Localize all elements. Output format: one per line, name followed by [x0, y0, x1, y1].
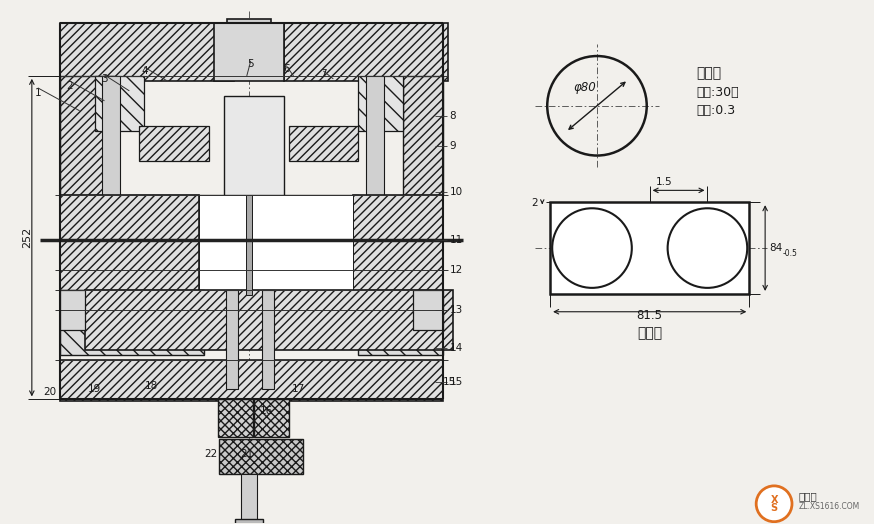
- Text: 10: 10: [450, 188, 463, 198]
- Text: X: X: [770, 495, 778, 505]
- Bar: [246, 195, 252, 295]
- Text: 资料网: 资料网: [799, 491, 818, 501]
- Bar: [353, 195, 443, 305]
- Text: 16: 16: [260, 406, 274, 416]
- Bar: [288, 126, 358, 160]
- Bar: [366, 76, 384, 275]
- Bar: [218, 399, 253, 437]
- Text: 排样图: 排样图: [637, 326, 662, 341]
- Text: 5: 5: [247, 59, 254, 69]
- Text: 11: 11: [450, 235, 463, 245]
- Text: 84: 84: [769, 243, 782, 253]
- Text: 22: 22: [205, 449, 218, 459]
- Bar: [231, 36, 267, 51]
- Bar: [59, 195, 199, 305]
- Text: 9: 9: [450, 140, 456, 150]
- Circle shape: [756, 486, 792, 522]
- Bar: [358, 76, 403, 130]
- Text: 21: 21: [240, 449, 253, 459]
- Bar: [199, 195, 353, 305]
- Text: ZL.XS1616.COM: ZL.XS1616.COM: [799, 502, 860, 511]
- Bar: [94, 76, 144, 130]
- Text: 18: 18: [144, 381, 158, 391]
- Text: 12: 12: [450, 265, 463, 275]
- Bar: [235, 519, 263, 524]
- Bar: [59, 290, 85, 330]
- Bar: [261, 290, 274, 389]
- Text: φ80: φ80: [573, 81, 596, 94]
- Text: 材料:30钢: 材料:30钢: [697, 86, 739, 100]
- Text: 3: 3: [101, 74, 108, 84]
- Text: 19: 19: [88, 385, 101, 395]
- Text: 8: 8: [450, 111, 456, 121]
- Bar: [59, 359, 443, 401]
- Text: 7: 7: [320, 69, 327, 79]
- Bar: [225, 290, 238, 389]
- Bar: [224, 96, 283, 225]
- Text: 14: 14: [450, 343, 463, 353]
- Bar: [358, 290, 443, 355]
- Bar: [59, 290, 204, 355]
- Bar: [227, 19, 271, 36]
- Text: 6: 6: [283, 64, 290, 74]
- Bar: [551, 202, 749, 294]
- Bar: [283, 23, 447, 81]
- Text: 料厚:0.3: 料厚:0.3: [697, 104, 736, 117]
- Bar: [403, 76, 443, 195]
- Bar: [85, 290, 453, 350]
- Bar: [59, 23, 234, 81]
- Text: 1.5: 1.5: [656, 178, 672, 188]
- Bar: [102, 76, 121, 275]
- Text: 4: 4: [141, 66, 148, 76]
- Text: 252: 252: [22, 226, 31, 248]
- Text: 1: 1: [34, 88, 41, 98]
- Bar: [240, 474, 257, 523]
- Text: S: S: [771, 503, 778, 513]
- Bar: [253, 399, 288, 437]
- Bar: [139, 126, 209, 160]
- Text: 17: 17: [292, 385, 305, 395]
- Text: 15: 15: [450, 377, 463, 387]
- Bar: [218, 439, 303, 474]
- Text: 2: 2: [66, 81, 73, 91]
- Bar: [129, 195, 358, 230]
- Bar: [413, 290, 443, 330]
- Bar: [59, 76, 114, 195]
- Bar: [237, 51, 260, 76]
- Text: 13: 13: [450, 305, 463, 315]
- Text: 20: 20: [43, 387, 56, 397]
- Bar: [214, 23, 283, 81]
- Text: -0.5: -0.5: [783, 248, 798, 257]
- Text: 2: 2: [531, 198, 538, 208]
- Text: 工件图: 工件图: [697, 66, 722, 80]
- Text: 15: 15: [443, 377, 456, 387]
- Text: 81.5: 81.5: [637, 309, 662, 322]
